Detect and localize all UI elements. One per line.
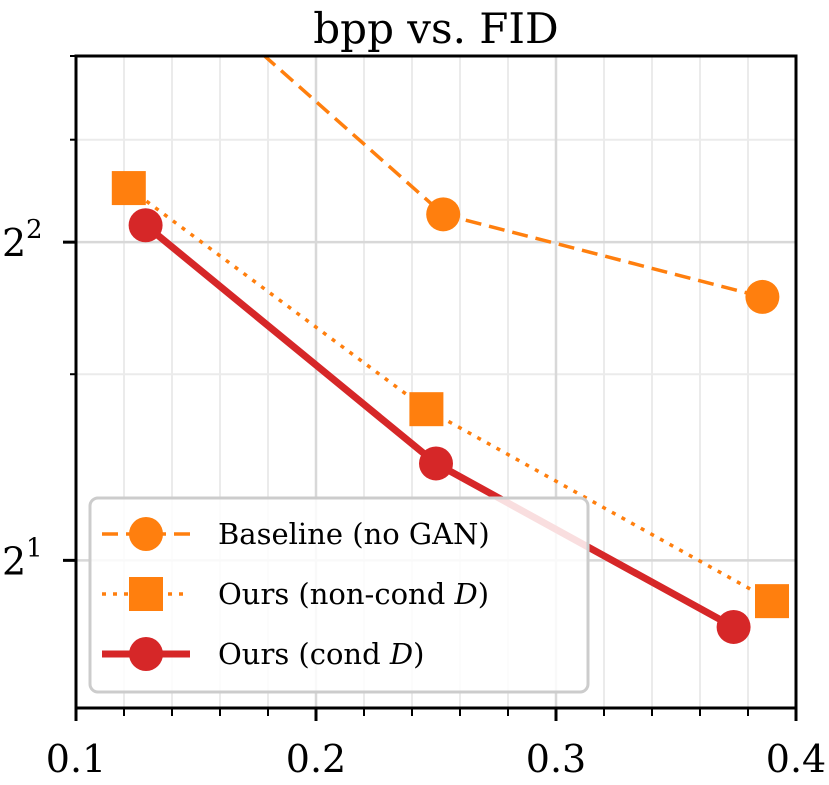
data-point-circle xyxy=(426,197,461,232)
y-tick-label-exponent: 2 xyxy=(26,215,43,245)
x-tick-label: 0.1 xyxy=(46,737,106,781)
legend-box xyxy=(88,496,590,694)
data-point-circle xyxy=(716,609,751,644)
series-markers xyxy=(111,171,789,644)
data-point-circle xyxy=(129,637,163,671)
plot-frame xyxy=(74,54,798,710)
legend-label-prefix: Ours (cond xyxy=(218,637,390,671)
data-point-circle xyxy=(128,208,163,243)
data-point-square xyxy=(409,392,444,427)
legend-item-2: Ours (non-cond D) xyxy=(102,577,489,611)
legend-label-prefix: Ours (non-cond xyxy=(218,577,455,611)
data-point-square xyxy=(111,171,146,206)
series-line-2 xyxy=(127,186,773,603)
legend-label: Baseline (no GAN) xyxy=(218,517,490,551)
legend-label-variable: D xyxy=(454,577,478,611)
legend-label: Ours (non-cond D) xyxy=(218,577,489,611)
data-point-square xyxy=(129,577,163,611)
x-tick-label: 0.3 xyxy=(526,737,586,781)
legend-label-variable: D xyxy=(389,637,413,671)
legend-label: Ours (cond D) xyxy=(218,637,424,671)
y-tick-label-base: 2 xyxy=(2,539,26,583)
chart-title: bpp vs. FID xyxy=(313,4,558,53)
legend-label-suffix: ) xyxy=(478,577,489,611)
data-point-circle xyxy=(745,279,780,314)
x-axis-ticks: 0.1 0.2 0.3 0.4 xyxy=(46,708,826,781)
legend-item-1: Baseline (no GAN) xyxy=(102,517,490,551)
y-tick-label-base: 2 xyxy=(2,221,26,265)
legend: Baseline (no GAN)Ours (non-cond D)Ours (… xyxy=(88,496,590,694)
data-point-circle xyxy=(129,517,163,551)
legend-label-suffix: ) xyxy=(413,637,424,671)
legend-item-3: Ours (cond D) xyxy=(102,637,424,671)
x-tick-label: 0.4 xyxy=(766,737,826,781)
y-axis-ticks: 2 12 2 xyxy=(2,55,76,583)
data-point-square xyxy=(755,584,789,619)
y-tick-label-exponent: 1 xyxy=(26,533,43,563)
x-tick-label: 0.2 xyxy=(286,737,346,781)
data-point-circle xyxy=(419,446,453,481)
